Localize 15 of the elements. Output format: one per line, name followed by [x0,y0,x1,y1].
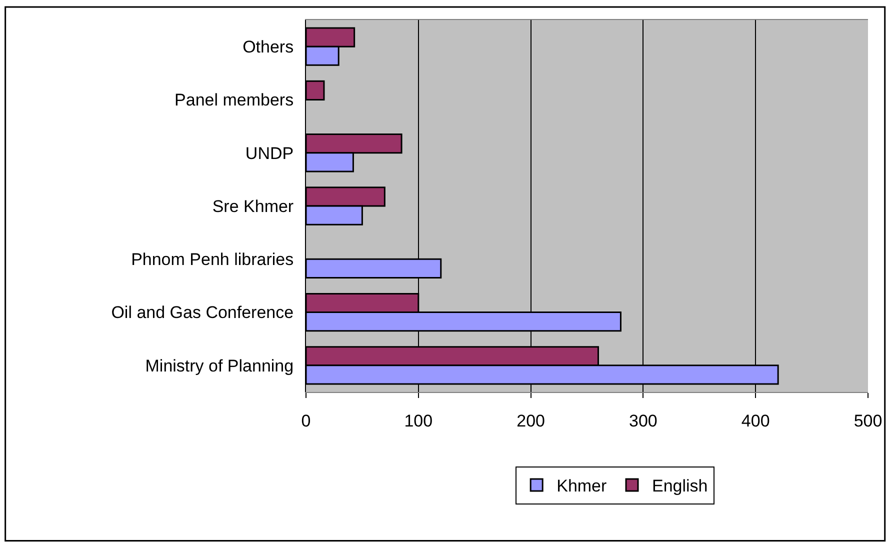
y-tick-label: UNDP [245,144,294,163]
x-tick-label: 100 [404,411,433,430]
x-tick-label: 200 [516,411,545,430]
y-tick-label: Panel members [174,90,294,110]
x-tick-label: 500 [854,411,882,430]
y-tick-label: Sre Khmer [212,196,294,216]
y-tick-label: Phnom Penh libraries [131,250,294,270]
legend-label: English [652,476,708,496]
y-tick-label: Others [242,38,294,57]
x-tick-label: 400 [741,411,770,430]
y-tick-label: Ministry of Planning [145,356,294,376]
legend-label: Khmer [556,476,608,496]
x-tick-label: 300 [629,411,658,430]
y-tick-label: Oil and Gas Conference [111,303,294,322]
x-tick-label: 0 [301,411,311,430]
